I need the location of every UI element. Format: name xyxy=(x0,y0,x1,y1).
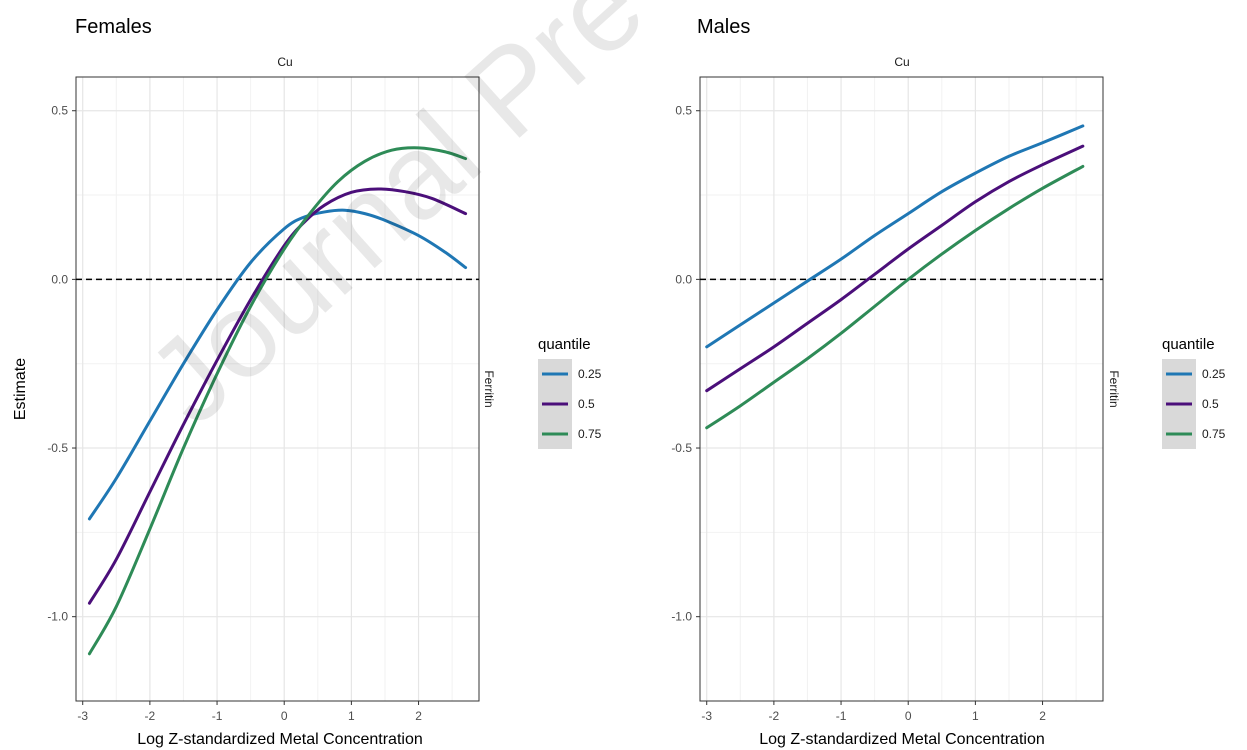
x-tick-label: 1 xyxy=(972,709,979,723)
x-tick-label: 0 xyxy=(905,709,912,723)
panel-males: Males Cu -3 -2 -1 0 1 2 -1.0 -0.5 0.0 0.5 Ferriti… xyxy=(671,16,1225,748)
strip-right-label: Ferritin xyxy=(482,370,496,407)
x-tick-label: -2 xyxy=(769,709,780,723)
series-layer xyxy=(87,146,468,656)
y-tick-label: -1.0 xyxy=(671,610,692,624)
legend-label: 0.25 xyxy=(1202,367,1226,381)
series-line-0-75 xyxy=(705,164,1085,430)
strip-top-label: Cu xyxy=(277,55,292,69)
series-line-0-25 xyxy=(705,124,1085,349)
grid-layer xyxy=(76,77,479,701)
x-tick-label: -3 xyxy=(77,709,88,723)
panel-title: Males xyxy=(697,16,750,38)
x-tick-label: 1 xyxy=(348,709,355,723)
series-line-0-25 xyxy=(87,208,468,521)
x-tick-label: -2 xyxy=(145,709,156,723)
grid-layer xyxy=(700,77,1103,701)
tick-labels: -3 -2 -1 0 1 2 -1.0 -0.5 0.0 0.5 xyxy=(671,104,1046,723)
strip-right-label: Ferritin xyxy=(1107,370,1121,407)
series-line-0-5 xyxy=(705,144,1085,393)
x-axis-label: Log Z-standardized Metal Concentration xyxy=(137,731,423,748)
x-tick-label: 2 xyxy=(415,709,422,723)
y-tick-label: -0.5 xyxy=(671,441,692,455)
y-tick-label: 0.5 xyxy=(675,104,692,118)
panel-title: Females xyxy=(75,16,152,38)
y-tick-label: -0.5 xyxy=(47,441,68,455)
legend-label: 0.75 xyxy=(1202,427,1226,441)
y-tick-label: -1.0 xyxy=(47,610,68,624)
y-tick-label: 0.0 xyxy=(675,272,692,286)
y-tick-label: 0.0 xyxy=(51,272,68,286)
legend-label: 0.5 xyxy=(1202,397,1219,411)
legend-title: quantile xyxy=(1162,336,1215,353)
series-layer xyxy=(705,124,1085,430)
panel-females: Females Cu -3 -2 -1 0 1 2 -1.0 -0.5 0.0 0.5 Ferri… xyxy=(12,16,602,748)
plot-border xyxy=(699,76,1104,702)
plot-border xyxy=(75,76,480,702)
strip-top-label: Cu xyxy=(894,55,909,69)
legend-label: 0.5 xyxy=(578,397,595,411)
x-tick-label: -3 xyxy=(701,709,712,723)
series-line-0-75 xyxy=(87,146,468,656)
x-tick-label: 2 xyxy=(1039,709,1046,723)
legend-label: 0.75 xyxy=(578,427,602,441)
x-tick-label: -1 xyxy=(836,709,847,723)
x-axis-label: Log Z-standardized Metal Concentration xyxy=(759,731,1045,748)
legend-title: quantile xyxy=(538,336,591,353)
y-axis-label: Estimate xyxy=(12,358,29,420)
legend-label: 0.25 xyxy=(578,367,602,381)
legend: quantile 0.25 0.5 0.75 xyxy=(538,336,602,449)
watermark: Journal Pre- xyxy=(123,0,698,449)
y-tick-label: 0.5 xyxy=(51,104,68,118)
tick-labels: -3 -2 -1 0 1 2 -1.0 -0.5 0.0 0.5 xyxy=(47,104,422,723)
legend: quantile 0.25 0.5 0.75 xyxy=(1162,336,1226,449)
x-tick-label: 0 xyxy=(281,709,288,723)
x-tick-label: -1 xyxy=(212,709,223,723)
